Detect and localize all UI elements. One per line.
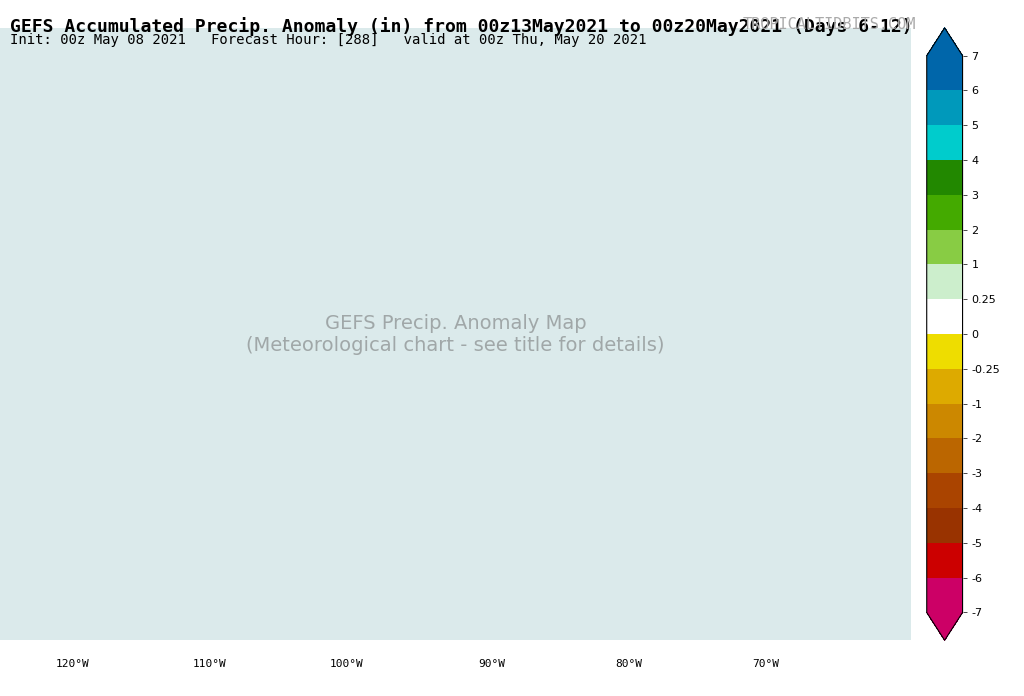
PathPatch shape bbox=[927, 28, 963, 56]
Text: 110°W: 110°W bbox=[193, 658, 226, 669]
Text: Init: 00z May 08 2021   Forecast Hour: [288]   valid at 00z Thu, May 20 2021: Init: 00z May 08 2021 Forecast Hour: [28… bbox=[10, 33, 647, 47]
Text: 120°W: 120°W bbox=[56, 658, 90, 669]
Text: 90°W: 90°W bbox=[478, 658, 506, 669]
Text: 100°W: 100°W bbox=[330, 658, 364, 669]
Text: TROPICALTIDBITS.COM: TROPICALTIDBITS.COM bbox=[743, 17, 916, 33]
PathPatch shape bbox=[927, 612, 963, 640]
Text: 80°W: 80°W bbox=[615, 658, 642, 669]
Text: GEFS Precip. Anomaly Map
(Meteorological chart - see title for details): GEFS Precip. Anomaly Map (Meteorological… bbox=[247, 314, 665, 354]
Text: 70°W: 70°W bbox=[752, 658, 779, 669]
Text: GEFS Accumulated Precip. Anomaly (in) from 00z13May2021 to 00z20May2021 (Days 6-: GEFS Accumulated Precip. Anomaly (in) fr… bbox=[10, 17, 912, 36]
